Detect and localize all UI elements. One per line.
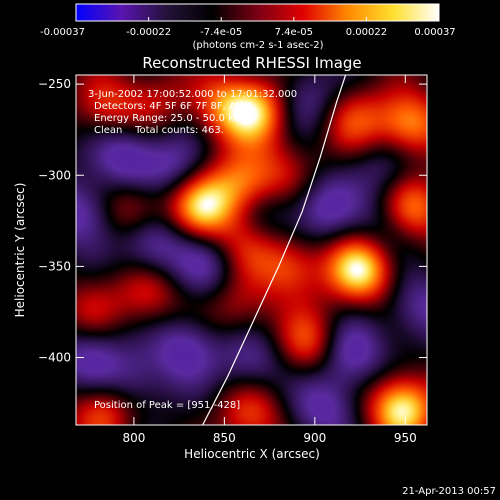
chart-title: Reconstructed RHESSI Image — [142, 54, 361, 72]
colorbar-bar — [75, 3, 440, 22]
y-tick-label: −300 — [38, 168, 71, 182]
colorbar: -0.00037 -0.00022 -7.4e-05 7.4e-05 0.00022 0.… — [40, 3, 456, 51]
annotation-line-clean: Clean Total counts: 463. — [94, 125, 224, 136]
colorbar-ticks: -0.00037 -0.00022 -7.4e-05 7.4e-05 0.00022 0.… — [40, 17, 456, 38]
annotation-line-time: 3-Jun-2002 17:00:52.000 to 17:01:32.000 — [88, 89, 297, 100]
colorbar-unit-label: (photons cm-2 s-1 asec-2) — [192, 40, 323, 51]
x-tick-label: 800 — [122, 431, 145, 445]
colorbar-tick-label: -7.4e-05 — [200, 27, 242, 38]
y-axis-label: Heliocentric Y (arcsec) — [13, 183, 27, 318]
annotation-block: 3-Jun-2002 17:00:52.000 to 17:01:32.000 … — [88, 89, 297, 136]
colorbar-tick-label: 0.00037 — [414, 27, 455, 38]
colorbar-tick-label: -0.00037 — [40, 27, 85, 38]
annotation-line-energy: Energy Range: 25.0 - 50.0 keV — [94, 113, 247, 124]
x-tick-label: 850 — [213, 431, 236, 445]
heatmap-image — [76, 75, 427, 425]
y-tick-label: −400 — [38, 351, 71, 365]
y-tick-label: −250 — [38, 77, 71, 91]
footer-date: 21-Apr-2013 00:57 — [402, 486, 496, 497]
plot-frame — [75, 74, 428, 426]
annotation-line-detectors: Detectors: 4F 5F 6F 7F 8F, Att 1 — [94, 101, 253, 112]
x-tick-label: 900 — [303, 431, 326, 445]
x-axis-label: Heliocentric X (arcsec) — [184, 447, 320, 461]
solar-limb-curve — [202, 75, 347, 425]
y-tick-label: −350 — [38, 259, 71, 273]
colorbar-tick-label: 7.4e-05 — [275, 27, 313, 38]
y-axis: −250 −300 −350 −400 — [38, 77, 427, 365]
colorbar-tick-label: 0.00022 — [346, 27, 387, 38]
peak-position-label: Position of Peak = [951,-428] — [94, 400, 240, 411]
plot-area — [76, 75, 427, 425]
x-axis: 800 850 900 950 — [122, 75, 417, 445]
x-tick-label: 950 — [394, 431, 417, 445]
colorbar-tick-label: -0.00022 — [126, 27, 171, 38]
